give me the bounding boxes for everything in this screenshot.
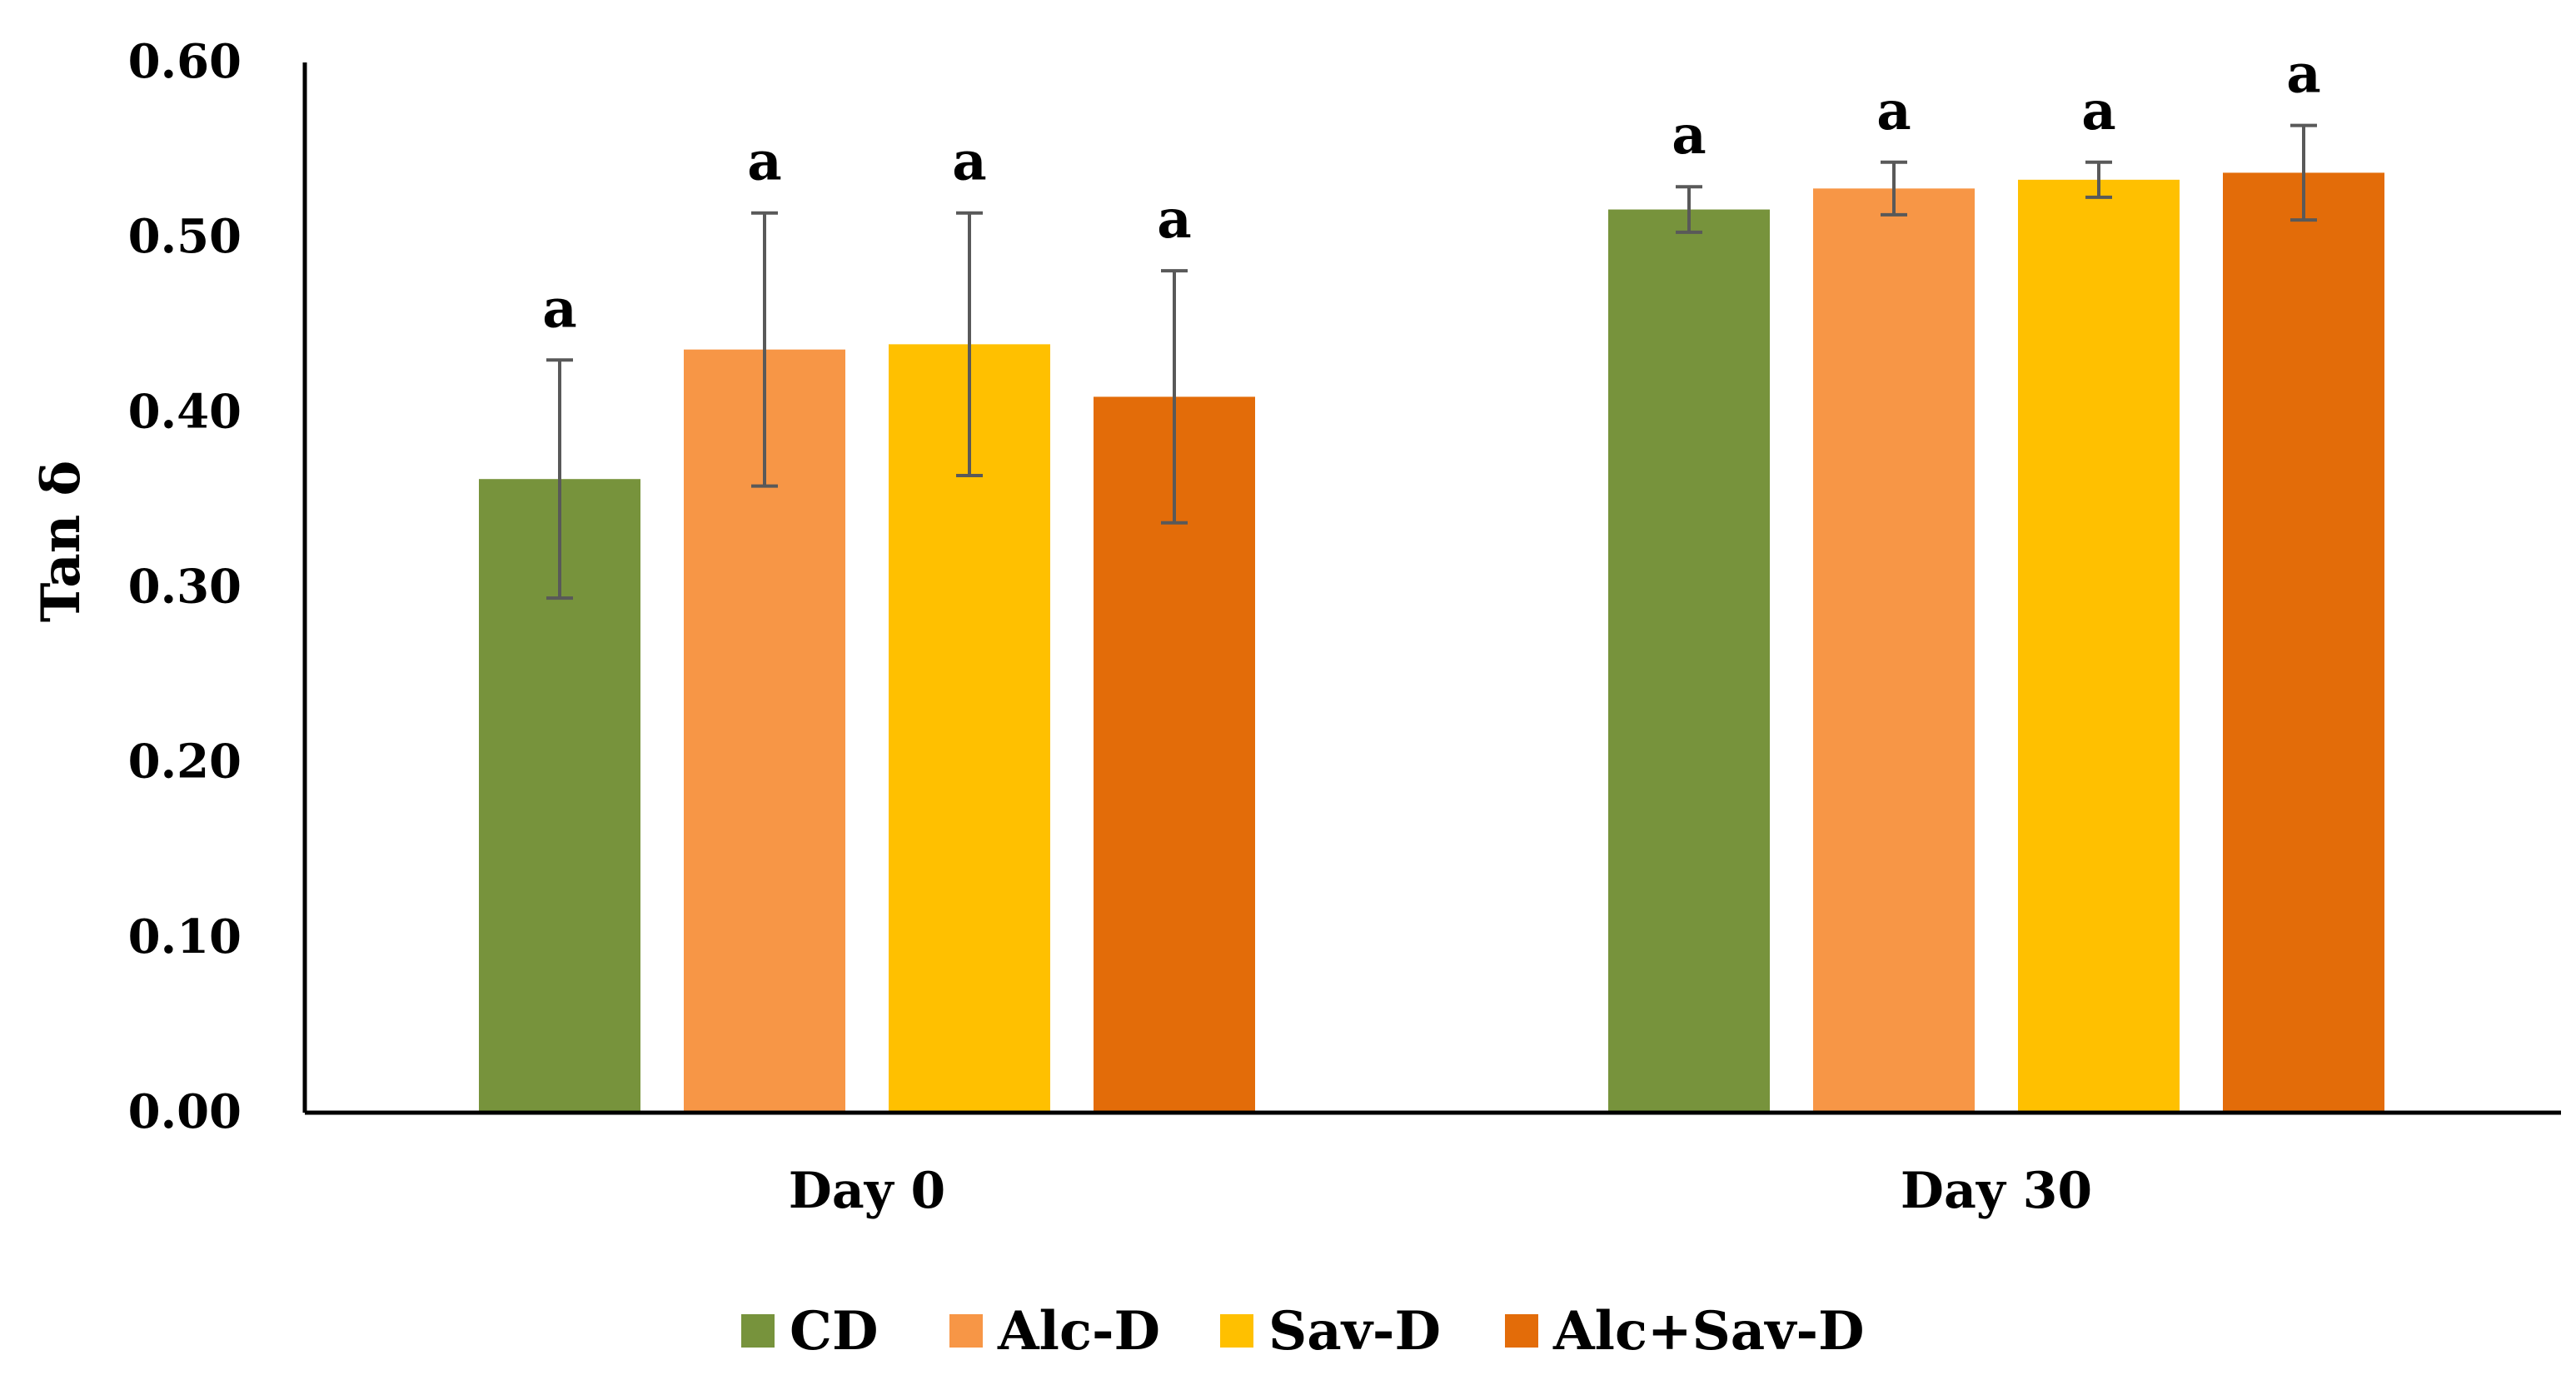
significance-label-Sav-D-Day 0: a — [952, 131, 986, 193]
legend-label: Sav-D — [1268, 1300, 1441, 1363]
legend-item-Sav-D: Sav-D — [1220, 1300, 1441, 1363]
bar-CD-Day 30 — [1608, 209, 1770, 1113]
bar-Alc-D-Day 30 — [1813, 188, 1975, 1113]
significance-labels: a a a a a a a a — [542, 43, 2320, 341]
x-category-label-0: Day 0 — [789, 1162, 945, 1220]
error-bar-Alc+Sav-D-Day 30 — [2290, 123, 2317, 222]
y-tick-label-0: 0.00 — [128, 1084, 242, 1139]
error-bar-CD-Day 0 — [546, 358, 573, 600]
y-axis-ticks: 0.00 0.10 0.20 0.30 0.40 0.50 0.60 — [128, 34, 242, 1139]
legend-swatch — [741, 1314, 775, 1348]
error-bar-Sav-D-Day 0 — [956, 211, 983, 477]
error-bar-Alc+Sav-D-Day 0 — [1161, 269, 1188, 525]
legend-swatch — [949, 1314, 983, 1348]
legend-item-Alc-D: Alc-D — [949, 1300, 1160, 1363]
significance-label-Alc-D-Day 0: a — [747, 131, 781, 193]
y-axis-title: Tan δ — [30, 461, 92, 622]
significance-label-Sav-D-Day 30: a — [2081, 80, 2115, 142]
significance-label-CD-Day 0: a — [542, 277, 576, 340]
error-bar-Alc-D-Day 30 — [1881, 160, 1907, 217]
y-tick-label-5: 0.50 — [128, 209, 242, 264]
y-tick-label-2: 0.20 — [128, 735, 242, 790]
axes — [302, 62, 2561, 1115]
significance-label-Alc-D-Day 30: a — [1876, 80, 1911, 142]
y-tick-label-1: 0.10 — [128, 909, 242, 964]
bar-Sav-D-Day 30 — [2018, 179, 2180, 1113]
legend-item-CD: CD — [741, 1300, 878, 1363]
x-axis-categories: Day 0 Day 30 — [789, 1162, 2092, 1220]
legend-item-Alc+Sav-D: Alc+Sav-D — [1505, 1300, 1865, 1363]
legend-swatch — [1505, 1314, 1538, 1348]
significance-label-Alc+Sav-D-Day 30: a — [2286, 43, 2320, 106]
error-bars — [546, 123, 2317, 600]
significance-label-CD-Day 30: a — [1672, 104, 1706, 167]
error-bar-CD-Day 30 — [1676, 185, 1702, 234]
y-tick-label-3: 0.30 — [128, 560, 242, 615]
bar-Alc+Sav-D-Day 30 — [2223, 172, 2384, 1113]
y-tick-label-6: 0.60 — [128, 34, 242, 89]
error-bar-Sav-D-Day 30 — [2085, 160, 2112, 199]
y-tick-label-4: 0.40 — [128, 384, 242, 439]
legend-label: Alc-D — [997, 1300, 1160, 1363]
legend-label: CD — [790, 1300, 878, 1363]
legend: CD Alc-D Sav-D Alc+Sav-D — [741, 1300, 1865, 1363]
significance-label-Alc+Sav-D-Day 0: a — [1157, 188, 1191, 251]
error-bar-Alc-D-Day 0 — [751, 211, 778, 488]
legend-label: Alc+Sav-D — [1552, 1300, 1865, 1363]
legend-swatch — [1220, 1314, 1253, 1348]
x-category-label-1: Day 30 — [1901, 1162, 2092, 1220]
